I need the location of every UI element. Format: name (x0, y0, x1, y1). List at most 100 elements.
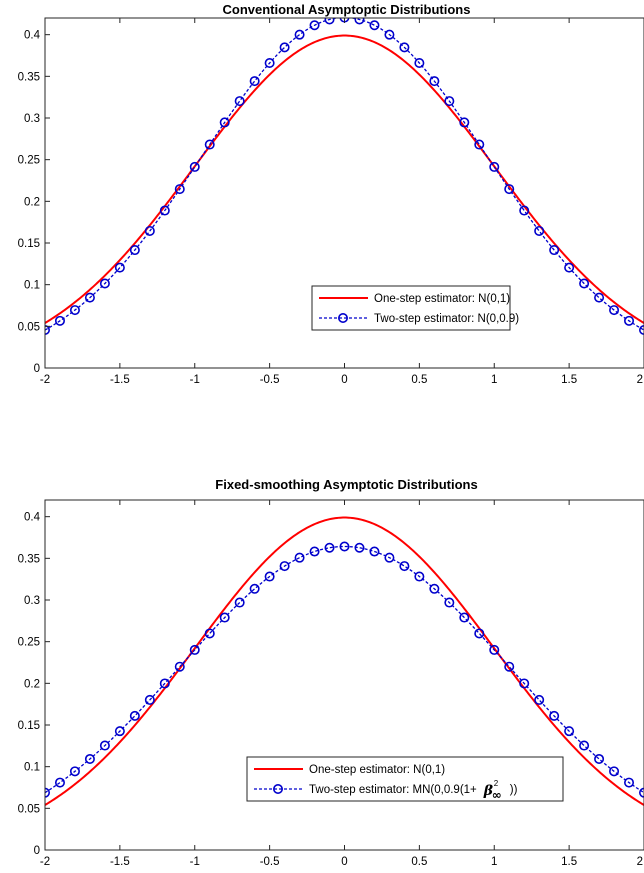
x-tick-label: -0.5 (260, 856, 280, 868)
y-tick-label: 0.15 (18, 720, 40, 732)
data-point-marker (69, 305, 80, 316)
data-point-marker (459, 612, 470, 623)
chart-2: Fixed-smoothing Asymptotic Distributions… (18, 477, 644, 868)
data-point-marker (459, 117, 470, 128)
data-point-marker (504, 661, 515, 672)
data-point-marker (624, 315, 635, 326)
legend-label: Two-step estimator: N(0,0.9) (374, 313, 519, 325)
x-tick-label: 1 (491, 374, 497, 386)
data-point-marker (294, 29, 305, 40)
data-point-marker (69, 766, 80, 777)
x-tick-label: 2 (637, 374, 643, 386)
data-point-marker (369, 20, 380, 31)
data-point-marker (549, 710, 560, 721)
data-point-marker (204, 628, 215, 639)
y-tick-label: 0.3 (24, 113, 40, 125)
legend-item: One-step estimator: N(0,1) (254, 764, 445, 776)
data-point-marker (354, 542, 365, 553)
legend: One-step estimator: N(0,1) Two-step estim… (246, 756, 564, 802)
data-point-marker (309, 20, 320, 31)
data-point-marker (174, 661, 185, 672)
y-tick-label: 0.4 (24, 512, 41, 524)
legend-label-tail: )) (510, 784, 518, 796)
data-point-marker (204, 139, 215, 150)
legend-label: Two-step estimator: MN(0,0.9(1+ (309, 784, 477, 796)
series-line (45, 545, 644, 794)
legend-label: One-step estimator: N(0,1) (309, 764, 445, 776)
data-point-marker (594, 292, 605, 303)
data-point-marker (549, 245, 560, 256)
data-point-marker (639, 787, 644, 798)
series-line (45, 18, 644, 331)
data-point-marker (219, 612, 230, 623)
data-point-marker (45, 787, 50, 798)
data-point-marker (249, 583, 260, 594)
y-tick-label: 0.35 (18, 71, 40, 83)
legend-label: One-step estimator: N(0,1) (374, 293, 510, 305)
data-point-marker (45, 325, 50, 336)
legend-item: Two-step estimator: MN(0,0.9(1+ β 2∞)) (254, 779, 518, 802)
data-point-marker (504, 184, 515, 195)
y-tick-label: 0.25 (18, 155, 40, 167)
data-point-marker (384, 29, 395, 40)
data-point-marker (594, 753, 605, 764)
x-tick-label: -1.5 (110, 374, 130, 386)
chart-title: Fixed-smoothing Asymptotic Distributions (215, 477, 477, 492)
data-point-marker (579, 278, 590, 289)
data-point-marker (174, 184, 185, 195)
data-point-marker (324, 542, 335, 553)
chart-title: Conventional Asymptoptic Distributions (223, 2, 471, 17)
series-one-step (45, 516, 644, 806)
data-point-marker (234, 96, 245, 107)
data-point-marker (309, 546, 320, 557)
data-point-marker (414, 571, 425, 582)
data-point-marker (339, 541, 350, 552)
legend-math-beta: β (483, 783, 494, 799)
x-tick-label: 0.5 (411, 856, 427, 868)
series-line (45, 34, 644, 324)
data-point-marker (144, 694, 155, 705)
legend-marker (272, 783, 283, 794)
legend-math-sup: 2 (494, 779, 499, 788)
x-tick-label: 0.5 (411, 374, 427, 386)
data-point-marker (519, 678, 530, 689)
y-tick-label: 0.1 (24, 280, 40, 292)
x-tick-label: 1.5 (561, 374, 577, 386)
data-point-marker (474, 628, 485, 639)
data-point-marker (294, 552, 305, 563)
data-point-marker (249, 76, 260, 87)
data-point-marker (609, 305, 620, 316)
data-point-marker (99, 278, 110, 289)
y-tick-label: 0.4 (24, 30, 41, 42)
data-point-marker (489, 161, 500, 172)
data-point-marker (189, 644, 200, 655)
series-two-step (45, 541, 644, 798)
y-tick-label: 0 (34, 845, 40, 857)
data-point-marker (324, 18, 335, 25)
x-tick-label: 1.5 (561, 856, 577, 868)
series-line (45, 516, 644, 806)
data-point-marker (234, 597, 245, 608)
data-point-marker (114, 726, 125, 737)
data-point-marker (129, 245, 140, 256)
data-point-marker (444, 96, 455, 107)
legend-math-sub: ∞ (492, 788, 502, 802)
series-one-step (45, 34, 644, 324)
data-point-marker (114, 262, 125, 273)
y-tick-label: 0 (34, 363, 40, 375)
x-tick-label: 1 (491, 856, 497, 868)
data-point-marker (429, 583, 440, 594)
x-tick-label: 0 (341, 856, 347, 868)
y-tick-label: 0.35 (18, 553, 40, 565)
data-point-marker (519, 205, 530, 216)
data-point-marker (369, 546, 380, 557)
data-point-marker (264, 571, 275, 582)
series-two-step (45, 18, 644, 336)
y-tick-label: 0.3 (24, 595, 40, 607)
legend-box (311, 285, 511, 331)
data-point-marker (534, 225, 545, 236)
x-tick-label: 2 (637, 856, 643, 868)
chart-1: Conventional Asymptoptic Distributions -2… (18, 2, 644, 386)
legend-item: One-step estimator: N(0,1) (319, 293, 510, 305)
